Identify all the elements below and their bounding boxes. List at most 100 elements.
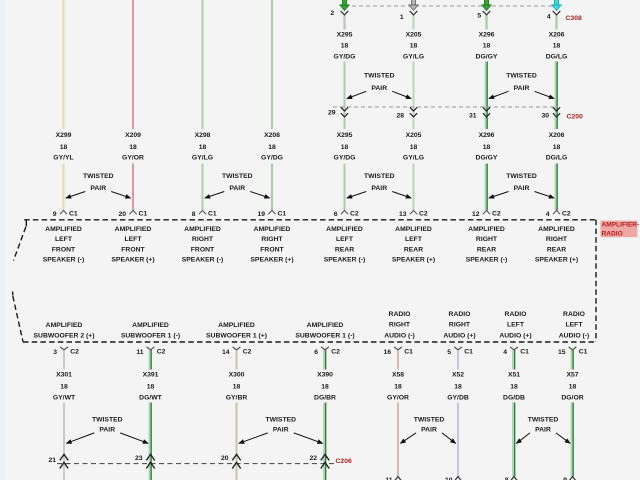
svg-text:X296: X296 (479, 132, 495, 139)
svg-text:DG/OR: DG/OR (561, 395, 583, 402)
svg-text:AMPLIFIED: AMPLIFIED (184, 226, 221, 233)
svg-text:TWISTED: TWISTED (364, 173, 395, 180)
svg-text:C200: C200 (567, 113, 583, 120)
svg-text:X205: X205 (406, 132, 422, 139)
svg-text:AMPLIFIED: AMPLIFIED (45, 226, 82, 233)
svg-text:18: 18 (394, 384, 402, 391)
svg-text:SPEAKER (-): SPEAKER (-) (43, 257, 85, 264)
svg-text:28: 28 (396, 113, 404, 120)
svg-text:DG/BR: DG/BR (314, 395, 336, 402)
svg-text:4: 4 (503, 349, 507, 356)
svg-text:20: 20 (118, 211, 126, 218)
svg-text:X391: X391 (143, 372, 159, 379)
svg-text:C1: C1 (139, 210, 148, 217)
svg-text:31: 31 (469, 113, 477, 120)
svg-text:X51: X51 (508, 372, 520, 379)
svg-text:GY/WT: GY/WT (53, 395, 76, 402)
svg-text:LEFT: LEFT (405, 236, 423, 243)
svg-text:18: 18 (553, 144, 561, 151)
svg-text:22: 22 (309, 455, 317, 462)
svg-text:DG/LG: DG/LG (546, 155, 568, 162)
svg-text:C1: C1 (278, 210, 287, 217)
svg-text:SUBWOOFER 2 (+): SUBWOOFER 2 (+) (34, 332, 95, 339)
svg-text:10: 10 (445, 477, 453, 480)
svg-text:LEFT: LEFT (55, 236, 73, 243)
svg-text:RIGHT: RIGHT (261, 236, 283, 243)
svg-text:8: 8 (192, 211, 196, 218)
svg-text:DG/DB: DG/DB (503, 395, 525, 402)
svg-text:TWISTED: TWISTED (364, 72, 395, 79)
svg-text:RADIO: RADIO (449, 311, 471, 318)
svg-text:GY/OR: GY/OR (387, 395, 409, 402)
svg-text:2: 2 (330, 10, 334, 17)
svg-text:11: 11 (385, 477, 392, 480)
svg-text:X299: X299 (56, 132, 72, 139)
svg-text:TWISTED: TWISTED (92, 416, 123, 423)
svg-text:REAR: REAR (335, 246, 354, 253)
svg-text:X52: X52 (452, 372, 464, 379)
svg-text:PAIR: PAIR (229, 185, 245, 192)
svg-text:LEFT: LEFT (336, 236, 354, 243)
svg-text:SPEAKER (+): SPEAKER (+) (535, 257, 578, 264)
svg-text:AMPLIFIED: AMPLIFIED (218, 322, 255, 329)
svg-text:16: 16 (383, 349, 391, 356)
svg-text:19: 19 (257, 211, 265, 218)
svg-text:AUDIO (-): AUDIO (-) (384, 332, 415, 339)
svg-text:X57: X57 (566, 372, 578, 379)
svg-text:6: 6 (314, 349, 318, 356)
svg-text:18: 18 (129, 144, 137, 151)
svg-text:X209: X209 (125, 132, 141, 139)
svg-text:SUBWOOFER 1 (-): SUBWOOFER 1 (-) (295, 332, 354, 339)
svg-text:AUDIO (+): AUDIO (+) (443, 332, 475, 339)
svg-text:PAIR: PAIR (514, 85, 530, 92)
svg-text:SPEAKER (-): SPEAKER (-) (182, 257, 224, 264)
svg-text:RADIO: RADIO (505, 311, 527, 318)
svg-text:LEFT: LEFT (507, 321, 525, 328)
svg-text:C2: C2 (419, 210, 428, 217)
svg-text:20: 20 (221, 455, 229, 462)
svg-text:RADIO: RADIO (602, 231, 623, 238)
svg-text:X300: X300 (229, 372, 245, 379)
svg-text:GY/YL: GY/YL (53, 155, 73, 162)
svg-text:5: 5 (447, 349, 451, 356)
svg-text:C1: C1 (464, 349, 473, 356)
svg-text:18: 18 (60, 144, 68, 151)
svg-text:AMPLIFIED: AMPLIFIED (307, 322, 344, 329)
svg-text:23: 23 (135, 455, 143, 462)
svg-text:21: 21 (48, 457, 56, 464)
svg-text:GY/LG: GY/LG (192, 155, 213, 162)
svg-text:AMPLIFIED: AMPLIFIED (46, 322, 83, 329)
svg-text:C2: C2 (331, 349, 340, 356)
svg-text:C206: C206 (336, 458, 352, 465)
svg-text:TWISTED: TWISTED (506, 72, 537, 79)
svg-text:12: 12 (472, 211, 480, 218)
svg-text:TWISTED: TWISTED (265, 416, 296, 423)
svg-text:REAR: REAR (547, 246, 566, 253)
svg-text:AMPLIFIED: AMPLIFIED (326, 226, 363, 233)
svg-text:18: 18 (321, 384, 329, 391)
svg-text:AUDIO (+): AUDIO (+) (499, 332, 531, 339)
svg-text:X58: X58 (392, 372, 404, 379)
svg-text:AMPLIFIER-: AMPLIFIER- (602, 221, 640, 228)
svg-text:18: 18 (553, 42, 561, 49)
svg-text:REAR: REAR (404, 246, 423, 253)
svg-text:18: 18 (341, 42, 349, 49)
svg-text:X298: X298 (195, 132, 211, 139)
svg-text:RIGHT: RIGHT (192, 236, 214, 243)
svg-text:18: 18 (268, 144, 276, 151)
svg-text:RIGHT: RIGHT (476, 236, 498, 243)
svg-text:TWISTED: TWISTED (528, 416, 559, 423)
svg-text:TWISTED: TWISTED (222, 173, 253, 180)
svg-text:C1: C1 (404, 349, 413, 356)
svg-text:X296: X296 (479, 31, 495, 38)
svg-text:AMPLIFIED: AMPLIFIED (254, 226, 291, 233)
svg-text:SUBWOOFER 1 (-): SUBWOOFER 1 (-) (121, 332, 180, 339)
svg-text:18: 18 (410, 144, 418, 151)
svg-text:PAIR: PAIR (371, 185, 387, 192)
svg-text:C2: C2 (70, 349, 79, 356)
svg-text:X390: X390 (317, 372, 333, 379)
svg-text:GY/OR: GY/OR (122, 155, 144, 162)
svg-text:AMPLIFIED: AMPLIFIED (538, 226, 575, 233)
svg-text:15: 15 (558, 349, 566, 356)
svg-text:18: 18 (483, 42, 491, 49)
